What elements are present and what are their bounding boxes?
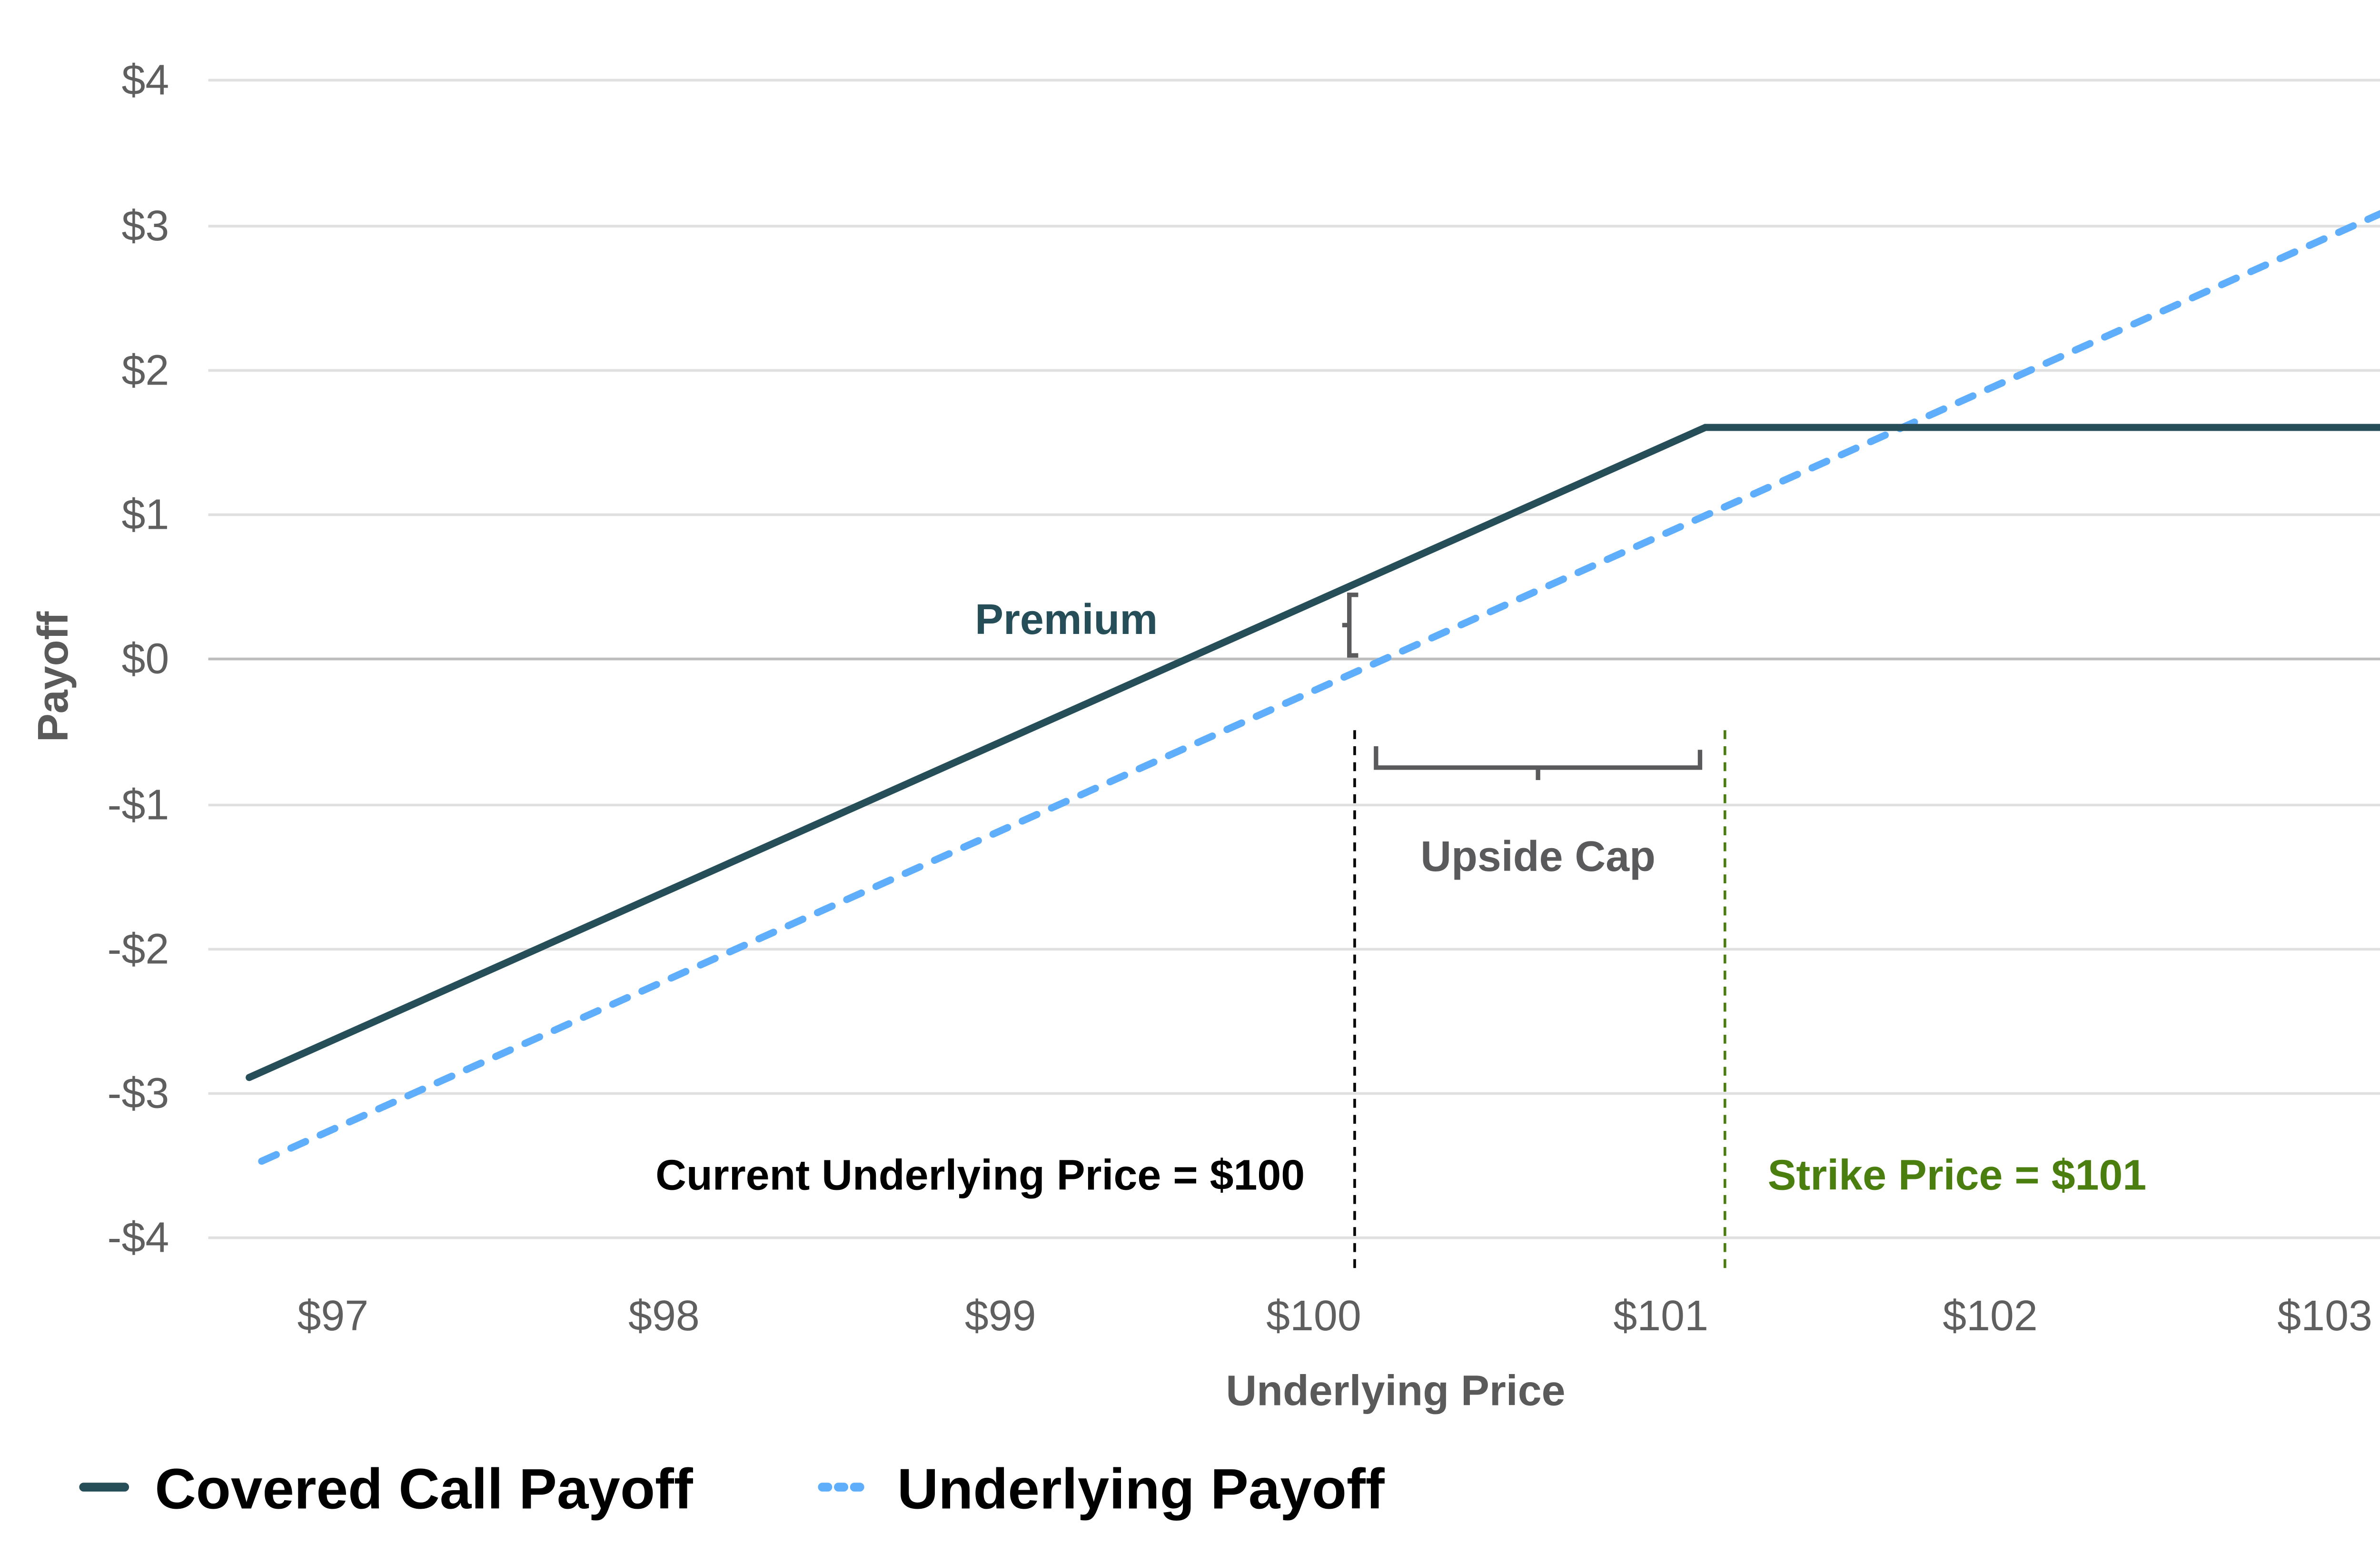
current-price-label: Current Underlying Price = $100: [655, 1152, 1305, 1199]
premium-bracket: [1342, 593, 1359, 658]
legend-item-underlying[interactable]: Underlying Payoff: [818, 1457, 1385, 1521]
x-tick: $103: [2277, 1292, 2372, 1340]
x-tick: $100: [1266, 1292, 1361, 1340]
x-tick: $98: [628, 1292, 700, 1340]
y-tick: $3: [121, 202, 169, 250]
x-axis-ticks: $97 $98 $99 $100 $101 $102 $103: [297, 1292, 2372, 1340]
x-tick: $97: [297, 1292, 368, 1340]
y-axis-title: Payoff: [30, 611, 77, 742]
y-tick: -$3: [108, 1069, 169, 1117]
y-tick: -$2: [108, 925, 169, 973]
y-tick: -$4: [108, 1214, 169, 1262]
upside-cap-bracket: [1374, 746, 1703, 780]
legend-label: Underlying Payoff: [897, 1457, 1385, 1521]
y-tick: -$1: [108, 781, 169, 829]
x-tick: $99: [965, 1292, 1036, 1340]
x-tick: $102: [1943, 1292, 2038, 1340]
legend-item-covered-call[interactable]: Covered Call Payoff: [79, 1457, 694, 1521]
strike-price-label: Strike Price = $101: [1768, 1152, 2147, 1199]
y-tick: $4: [121, 56, 169, 104]
grid-lines: [208, 79, 2380, 1239]
x-tick: $101: [1613, 1292, 1708, 1340]
y-tick: $2: [121, 346, 169, 394]
legend-label: Covered Call Payoff: [155, 1457, 694, 1521]
legend: Covered Call Payoff Underlying Payoff: [79, 1457, 1385, 1521]
upside-cap-label: Upside Cap: [1420, 833, 1656, 880]
premium-label: Premium: [975, 596, 1158, 643]
y-tick: $0: [121, 635, 169, 683]
y-tick: $1: [121, 491, 169, 538]
underlying-payoff-line: [258, 210, 2380, 1165]
x-axis-title: Underlying Price: [1226, 1367, 1565, 1415]
covered-call-payoff-line: [246, 424, 2380, 1081]
y-axis-ticks: $4 $3 $2 $1 $0 -$1 -$2 -$3 -$4: [108, 56, 169, 1261]
